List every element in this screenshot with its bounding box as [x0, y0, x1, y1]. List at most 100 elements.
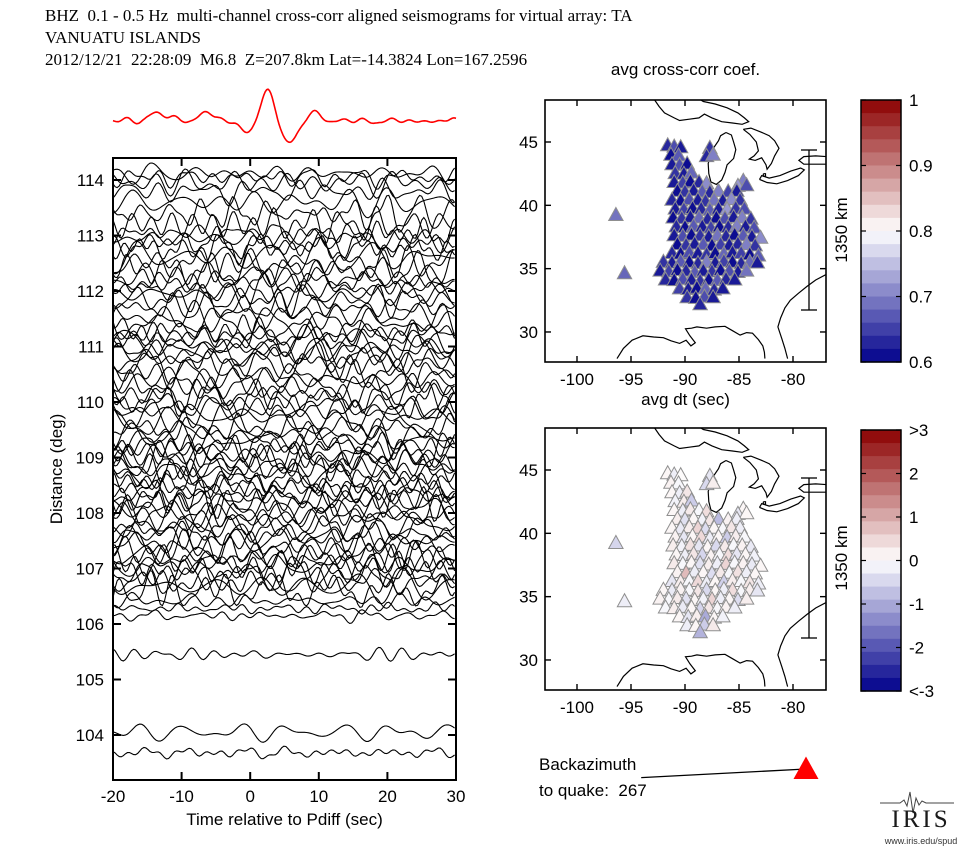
seismogram-trace	[113, 216, 456, 246]
seismogram-trace	[113, 342, 456, 375]
iris-logo-text: IRIS	[891, 806, 951, 833]
seismogram-trace	[113, 323, 455, 360]
seismogram-trace	[113, 369, 455, 401]
record-xaxis-title: Time relative to Pdiff (sec)	[186, 810, 383, 829]
station-triangle	[705, 616, 722, 632]
station-triangle	[607, 206, 624, 221]
seismogram-trace	[113, 491, 455, 529]
station-triangle	[738, 176, 755, 192]
seismogram-trace	[113, 225, 455, 261]
axis-tick-label: 109	[76, 449, 104, 468]
seismogram-trace	[113, 366, 455, 396]
seismogram-trace	[113, 245, 456, 283]
station-triangle	[726, 271, 743, 286]
seismogram-trace	[113, 493, 455, 528]
figure-title-line2: VANUATU ISLANDS	[45, 28, 202, 47]
seismogram-trace	[113, 337, 455, 365]
seismogram-trace	[113, 194, 456, 233]
seismogram-trace	[113, 567, 455, 605]
axis-tick-label: 107	[76, 560, 104, 579]
axis-tick-label: <-3	[909, 682, 934, 701]
axis-tick-label: -100	[560, 698, 594, 717]
station-triangle	[616, 264, 633, 280]
dt-map-title: avg dt (sec)	[641, 390, 730, 409]
record-section-panel: -20 -10 0 10 20 30 104 105 106 107 108 109 110 111 112…	[76, 88, 466, 806]
backazimuth-label-line1: Backazimuth	[539, 755, 637, 774]
seismogram-trace	[113, 723, 455, 743]
axis-tick-label: 0	[245, 787, 254, 806]
axis-tick-label: -100	[560, 370, 594, 389]
dt-map: -100 -95 -90 -85 -80 30 35 40 45	[519, 427, 827, 717]
seismogram-trace	[113, 439, 456, 477]
station-triangle	[705, 474, 722, 489]
seismogram-trace	[113, 314, 455, 343]
quake-direction-triangle	[793, 756, 819, 779]
axis-tick-label: -95	[619, 698, 644, 717]
coastline	[797, 155, 826, 165]
dt-map-scalebar-label: 1350 km	[832, 525, 851, 591]
coastline	[758, 495, 806, 513]
coastline	[707, 131, 737, 186]
station-triangle	[692, 623, 709, 639]
seismogram-trace	[113, 392, 455, 429]
axis-tick-label: 1	[909, 508, 918, 527]
axis-tick-label: -85	[727, 698, 752, 717]
coastline	[742, 127, 780, 171]
seismogram-trace	[113, 432, 455, 468]
axis-tick-label: 0.6	[909, 353, 933, 372]
seismogram-trace	[113, 236, 455, 275]
station-triangle	[692, 295, 709, 311]
axis-tick-label: -80	[781, 698, 806, 717]
axis-tick-label: 30	[447, 787, 466, 806]
seismogram-trace	[113, 499, 456, 533]
axis-tick-label: 111	[78, 338, 104, 357]
axis-tick-label: 0	[909, 552, 918, 571]
seismogram-trace	[113, 272, 455, 313]
reference-trace	[112, 88, 457, 144]
axis-tick-label: 105	[76, 671, 104, 690]
iris-logo-url: www.iris.edu/spud	[884, 836, 958, 846]
axis-tick-label: -20	[101, 787, 126, 806]
seismogram-trace	[113, 249, 455, 287]
station-triangle	[705, 288, 722, 304]
seismogram-trace	[113, 601, 455, 615]
seismogram-trace	[113, 475, 456, 516]
seismogram-trace	[113, 554, 456, 594]
seismogram-trace	[113, 350, 456, 385]
axis-tick-label: 112	[77, 282, 104, 301]
axis-tick-label: 10	[309, 787, 328, 806]
dt-colorbar: >3 2 1 0 -1 -2 <-3	[860, 421, 934, 701]
figure-title-line3: 2012/12/21 22:28:09 M6.8 Z=207.8km Lat=-…	[45, 50, 528, 69]
seismogram-trace	[113, 177, 455, 207]
station-triangle	[747, 564, 764, 580]
cc-map-title: avg cross-corr coef.	[610, 60, 761, 79]
seismogram-trace	[113, 167, 456, 190]
seismogram-trace	[113, 231, 455, 266]
seismogram-trace	[113, 479, 456, 512]
axis-tick-label: 35	[519, 588, 538, 607]
seismogram-trace	[113, 553, 455, 583]
axis-tick-label: -10	[169, 787, 194, 806]
seismogram-trace	[113, 398, 455, 433]
axis-tick-label: 113	[77, 227, 104, 246]
figure-title-line1: BHZ 0.1 - 0.5 Hz multi-channel cross-cor…	[45, 6, 633, 25]
coastline	[654, 100, 750, 125]
axis-tick-label: -1	[909, 595, 924, 614]
axis-tick-label: 45	[519, 461, 538, 480]
coastline	[654, 428, 750, 453]
seismogram-trace	[113, 528, 455, 565]
station-triangle	[738, 504, 755, 520]
axis-tick-label: 35	[519, 260, 538, 279]
axis-tick-label: 110	[77, 393, 104, 412]
coastline	[797, 483, 826, 493]
coastline	[777, 601, 826, 687]
axis-tick-label: 40	[519, 524, 538, 543]
seismogram-trace	[113, 540, 456, 572]
station-triangle	[607, 534, 624, 549]
axis-tick-label: 20	[378, 787, 397, 806]
station-triangle	[616, 592, 633, 608]
coastline	[762, 501, 767, 505]
seismogram-trace	[113, 466, 455, 501]
backazimuth-arrow	[641, 756, 819, 779]
axis-tick-label: 0.8	[909, 222, 933, 241]
